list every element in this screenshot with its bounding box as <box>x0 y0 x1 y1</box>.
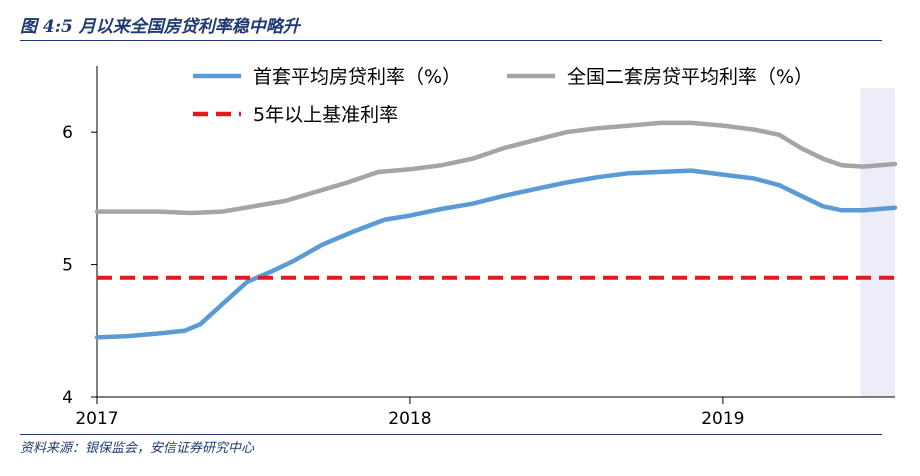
figure-title: 图 4:5 月以来全国房贷利率稳中略升 <box>20 17 300 37</box>
legend-label-second-home: 全国二套房贷平均利率（%） <box>567 66 813 88</box>
series-line-first-home <box>94 168 898 340</box>
title-divider <box>20 40 882 41</box>
x-tick-label: 2017 <box>75 409 118 429</box>
x-tick-label: 2019 <box>701 409 744 429</box>
y-tick-label: 6 <box>62 123 73 143</box>
y-tick-label: 5 <box>62 256 73 276</box>
figure-source: 资料来源：银保监会，安信证券研究中心 <box>20 441 255 456</box>
y-tick-label: 4 <box>62 388 73 408</box>
legend-label-benchmark: 5年以上基准利率 <box>253 104 398 126</box>
source-divider <box>20 434 882 435</box>
highlight-band <box>860 88 895 397</box>
series-line-second-home <box>94 120 898 216</box>
x-tick-label: 2018 <box>388 409 431 429</box>
legend-label-first-home: 首套平均房贷利率（%） <box>253 66 461 88</box>
